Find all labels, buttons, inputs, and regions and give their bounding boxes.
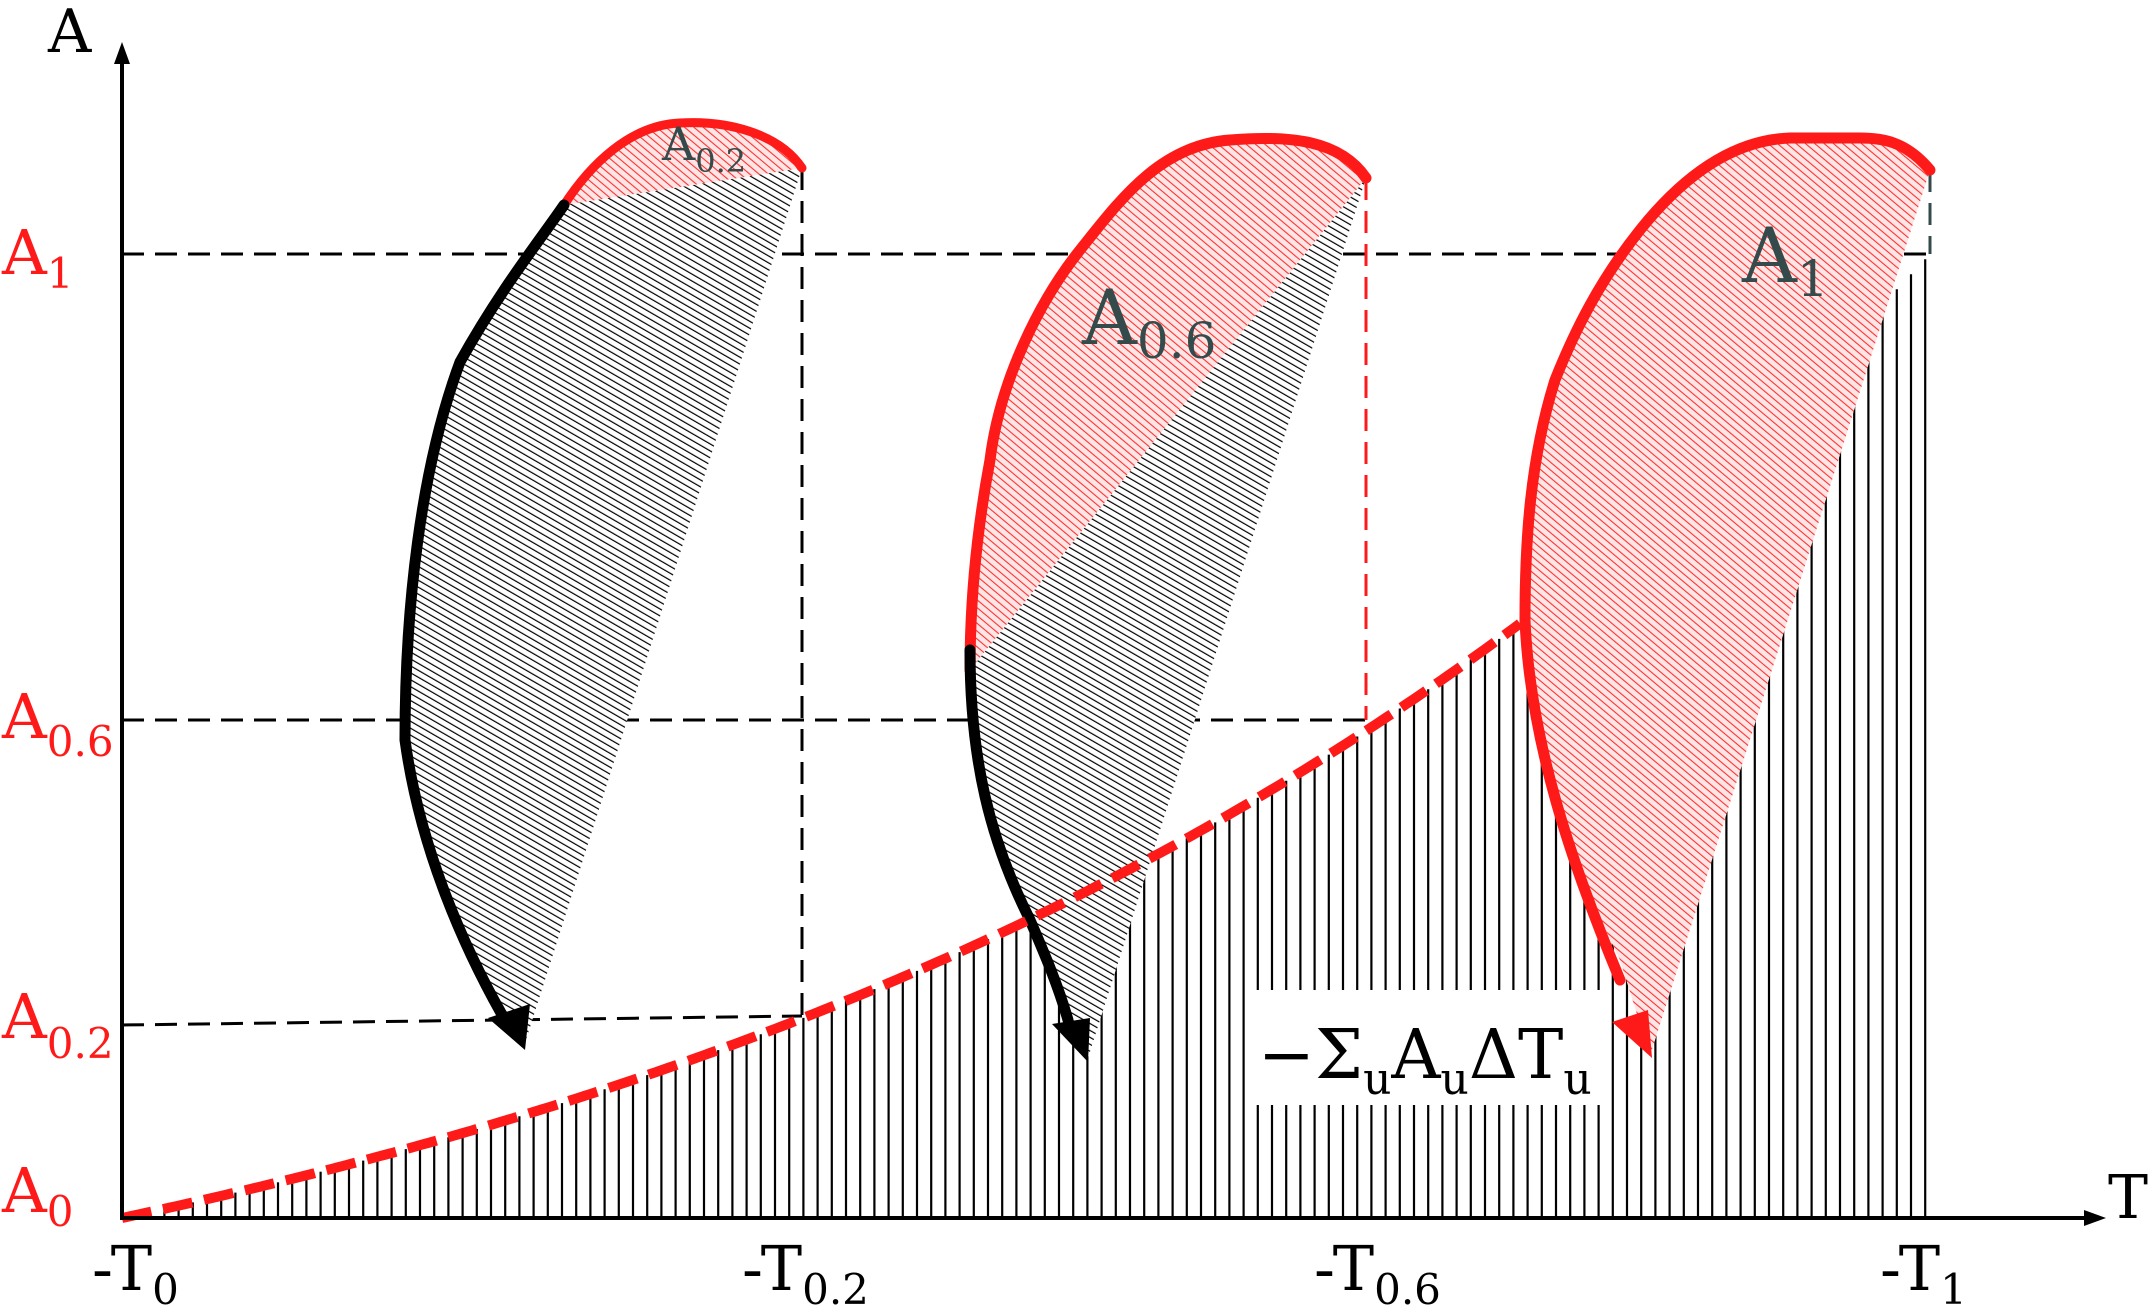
loop-a1-red-region — [1525, 138, 1930, 1056]
loop-a02 — [399, 118, 807, 1050]
y-tick-a0: A0 — [1, 1154, 74, 1236]
y-tick-a1: A1 — [1, 216, 74, 298]
loop-a06-black-arc — [964, 644, 1074, 1026]
formula-sum: −ΣuAuΔTu — [1258, 1016, 1592, 1105]
guide-a02-horizontal — [121, 1014, 803, 1027]
region-label-a06: A0.6 — [1081, 273, 1216, 370]
loop-a1-arrowhead — [1612, 1010, 1652, 1058]
x-tick-t06: -T0.6 — [1314, 1232, 1441, 1309]
loop-a06-black-region — [970, 178, 1366, 1058]
x-tick-t1: -T1 — [1880, 1232, 1967, 1309]
formula-background — [1248, 990, 1600, 1105]
loop-a02-red-arc — [559, 118, 807, 210]
x-tick-t0: -T0 — [92, 1232, 179, 1309]
loop-a06 — [964, 132, 1372, 1062]
loop-a02-black-region — [405, 168, 802, 1043]
y-axis-arrowhead — [114, 42, 130, 64]
x-axis-label: T — [2108, 1163, 2148, 1233]
region-label-a1: A1 — [1741, 211, 1829, 308]
loop-a02-arrowhead — [488, 1004, 530, 1050]
curve-a-of-t — [120, 619, 1523, 1223]
region-label-a02: A0.2 — [661, 117, 746, 180]
axes — [114, 42, 2106, 1226]
x-axis-arrowhead — [2084, 1210, 2106, 1226]
loop-a1-red-arc — [1519, 132, 1936, 986]
loop-a06-arrowhead — [1052, 1018, 1090, 1062]
y-tick-a02: A0.2 — [1, 980, 114, 1068]
loop-a06-red-arc — [964, 132, 1372, 676]
x-tick-t02: -T0.2 — [742, 1232, 869, 1309]
loop-a02-black-arc — [399, 199, 570, 1026]
y-tick-a06: A0.6 — [1, 680, 114, 766]
y-axis-label: A — [47, 0, 92, 67]
loop-a1 — [1519, 132, 1936, 1058]
